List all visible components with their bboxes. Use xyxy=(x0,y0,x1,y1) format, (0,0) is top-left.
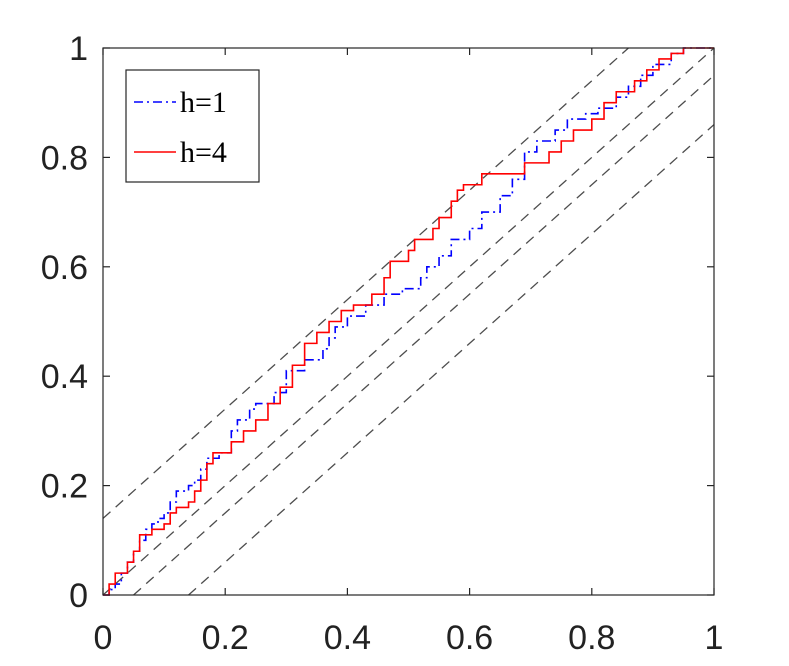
x-tick-label: 1 xyxy=(705,619,724,657)
legend: h=1 h=4 xyxy=(125,69,260,183)
reference-lines xyxy=(102,47,715,596)
axes: 0 0.2 0.4 0.6 0.8 1 0 0.2 0.4 0.6 0.8 1 xyxy=(41,30,724,657)
legend-label: h=1 xyxy=(180,86,227,119)
reference-line-1 xyxy=(102,47,629,519)
legend-box xyxy=(125,69,260,183)
y-tick-label: 0.4 xyxy=(41,358,88,396)
x-tick-label: 0.8 xyxy=(568,619,615,657)
y-tick-label: 0.2 xyxy=(41,468,88,506)
y-tick-label: 1 xyxy=(69,30,88,68)
plot-frame xyxy=(102,47,715,596)
y-tick-label: 0.8 xyxy=(41,139,88,177)
x-tick-label: 0 xyxy=(94,619,113,657)
x-tick-label: 0.4 xyxy=(324,619,371,657)
reference-line-4 xyxy=(188,124,715,596)
y-tick-label: 0.6 xyxy=(41,249,88,287)
series-lines xyxy=(103,47,714,596)
reference-line-3 xyxy=(133,74,715,596)
series-line-2 xyxy=(103,47,714,596)
y-tick-label: 0 xyxy=(69,577,88,615)
legend-label: h=4 xyxy=(180,136,227,169)
x-tick-label: 0.2 xyxy=(202,619,249,657)
series-line-1 xyxy=(103,47,714,596)
reference-line-2 xyxy=(102,47,715,596)
x-tick-label: 0.6 xyxy=(446,619,493,657)
